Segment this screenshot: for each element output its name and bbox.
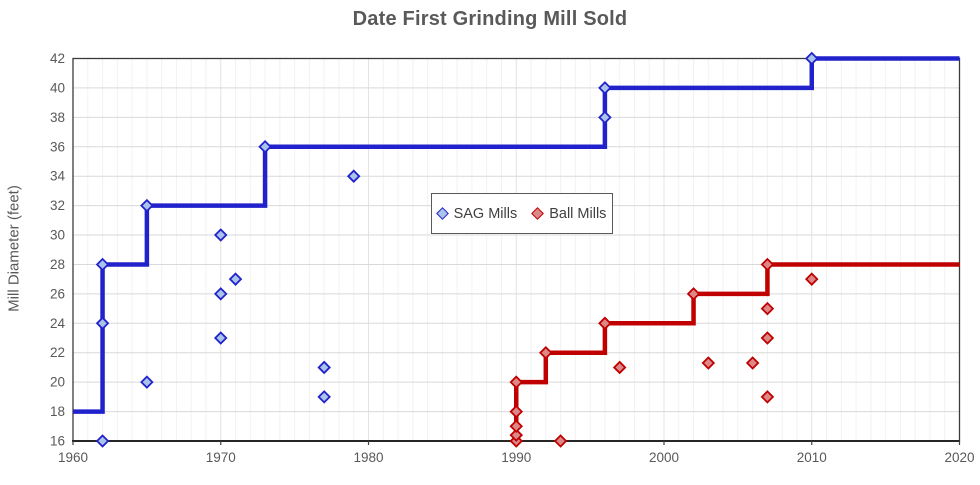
data-point-ball-mills (509, 428, 524, 442)
y-tick-label: 38 (50, 110, 65, 125)
x-tick-label: 2020 (944, 450, 974, 465)
data-point-sag-mills (598, 81, 612, 95)
y-tick-label: 42 (50, 51, 65, 66)
data-point-sag-mills (346, 169, 361, 183)
data-point-ball-mills (701, 356, 716, 370)
y-tick-label: 28 (50, 257, 65, 272)
x-tick-label: 2000 (649, 450, 679, 465)
data-point-ball-mills (509, 419, 524, 434)
x-tick-label: 1980 (353, 450, 383, 465)
x-tick-label: 1990 (501, 450, 531, 465)
y-tick-label: 30 (50, 228, 65, 243)
sag-diamond-icon (435, 207, 449, 220)
data-point-ball-mills (509, 404, 524, 419)
x-tick-label: 1970 (206, 450, 236, 465)
chart-title: Date First Grinding Mill Sold (352, 8, 628, 30)
data-point-ball-mills (553, 434, 568, 448)
y-tick-label: 32 (50, 198, 65, 213)
data-point-sag-mills (95, 316, 110, 331)
data-point-sag-mills (258, 139, 272, 154)
step-line-sag-mills (73, 56, 960, 414)
y-tick-label: 20 (50, 375, 65, 390)
data-point-ball-mills (745, 356, 760, 370)
data-point-ball-mills (612, 360, 627, 375)
y-tick-label: 24 (50, 316, 66, 331)
legend-item-sag-mills: SAG Mills (435, 205, 518, 222)
data-point-ball-mills (760, 301, 775, 316)
y-tick-label: 26 (50, 286, 65, 301)
data-point-sag-mills (95, 434, 110, 448)
y-tick-label: 36 (50, 139, 65, 154)
ball-diamond-icon (531, 207, 545, 220)
data-point-ball-mills (760, 257, 775, 272)
data-point-ball-mills (598, 316, 612, 331)
y-tick-label: 16 (50, 434, 65, 449)
data-point-sag-mills (804, 51, 819, 66)
data-point-sag-mills (95, 257, 110, 272)
data-point-ball-mills (760, 390, 775, 404)
data-point-sag-mills (140, 198, 154, 213)
data-point-sag-mills (317, 360, 331, 375)
data-point-sag-mills (598, 110, 612, 125)
data-point-sag-mills (140, 375, 154, 389)
legend-item-ball-mills: Ball Mills (531, 205, 607, 222)
data-point-ball-mills (804, 272, 819, 286)
legend-label-ball: Ball Mills (549, 205, 607, 222)
data-point-ball-mills (539, 345, 553, 360)
y-tick-label: 40 (50, 80, 65, 95)
data-point-sag-mills (213, 228, 228, 242)
y-tick-label: 18 (50, 404, 65, 419)
data-point-sag-mills (213, 287, 228, 301)
data-point-sag-mills (213, 331, 228, 345)
y-tick-label: 22 (50, 345, 65, 360)
data-point-ball-mills (760, 331, 775, 345)
x-tick-label: 2010 (797, 450, 827, 465)
legend-label-sag: SAG Mills (453, 205, 518, 222)
data-point-ball-mills (509, 375, 524, 389)
data-point-ball-mills (686, 287, 701, 301)
legend-box: SAG Mills Ball Mills (431, 193, 613, 234)
y-tick-label: 34 (50, 169, 66, 184)
data-point-sag-mills (228, 272, 243, 286)
x-tick-label: 1960 (58, 450, 88, 465)
data-point-sag-mills (317, 390, 331, 404)
